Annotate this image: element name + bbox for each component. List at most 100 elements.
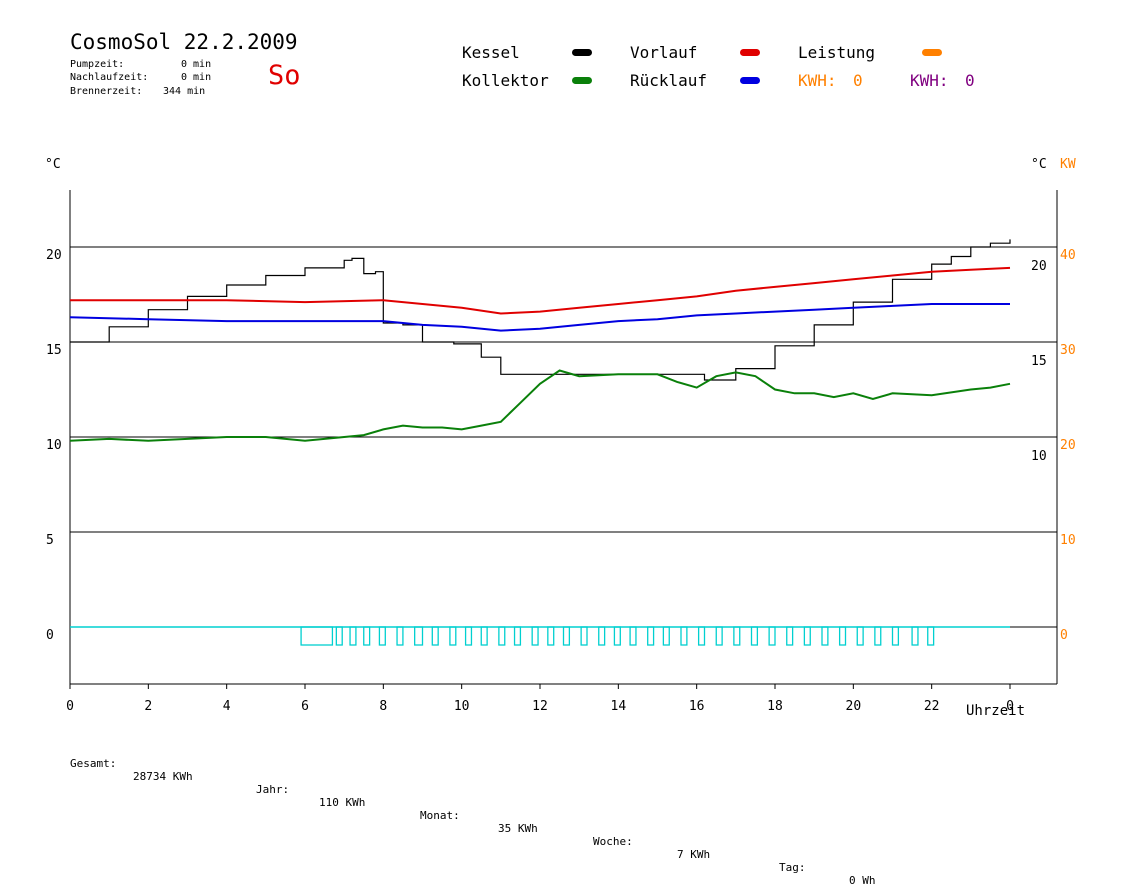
legend-leistung: Leistung: [798, 43, 876, 62]
pump-pulse: [786, 626, 794, 646]
nachlaufzeit-label: Nachlaufzeit:: [70, 72, 149, 83]
right-axis-unit-c: °C: [1031, 157, 1047, 172]
pump-pulse: [629, 626, 637, 646]
y-left-tick-label: 5: [46, 533, 54, 548]
pump-pulse: [715, 626, 723, 646]
legend-kwh1-value: 0: [853, 71, 863, 90]
x-tick-label: 0: [1006, 699, 1014, 714]
y-right-c-tick-label: 10: [1031, 449, 1047, 464]
x-tick-label: 18: [767, 699, 783, 714]
legend-leistung-swatch: [922, 49, 942, 56]
pump-pulse: [480, 626, 488, 646]
footer-jahr-value: 110 KWh: [319, 796, 366, 809]
brennerzeit-value: 344 min: [163, 86, 206, 97]
footer-gesamt-label: Gesamt:: [70, 757, 117, 770]
legend-ruecklauf-swatch: [740, 77, 760, 84]
chart-plot: °C °C KW Uhrzeit 05101520101520010203040…: [45, 157, 1076, 719]
y-right-kw-tick-label: 40: [1060, 248, 1076, 263]
x-axis-label: Uhrzeit: [966, 703, 1025, 719]
footer-monat-value: 35 KWh: [498, 822, 538, 835]
pump-pulse: [335, 626, 343, 646]
pump-pulse: [449, 626, 457, 646]
series-line-ruecklauf: [69, 303, 1010, 332]
legend-kollektor: Kollektor: [462, 71, 549, 90]
legend-vorlauf-swatch: [740, 49, 760, 56]
series-line-kessel: [70, 239, 1011, 381]
pump-pulse: [396, 626, 404, 646]
y-right-c-tick-label: 20: [1031, 259, 1047, 274]
y-left-tick-label: 15: [46, 343, 62, 358]
legend-kollektor-swatch: [572, 77, 592, 84]
pump-pulse: [662, 626, 670, 646]
pump-pulse: [562, 626, 571, 646]
y-right-kw-tick-label: 30: [1060, 343, 1076, 358]
pump-pulse: [891, 626, 900, 646]
pump-pulse: [821, 626, 829, 646]
weekday-label: So: [268, 60, 301, 91]
x-tick-label: 2: [144, 699, 152, 714]
x-tick-label: 0: [66, 699, 74, 714]
pump-pulse: [613, 626, 621, 646]
legend-ruecklauf: Rücklauf: [630, 71, 708, 90]
y-right-kw-tick-label: 20: [1060, 438, 1076, 453]
brennerzeit-label: Brennerzeit:: [70, 86, 143, 97]
pump-pulse: [697, 626, 706, 646]
legend-kwh2-value: 0: [965, 71, 975, 90]
x-tick-label: 8: [379, 699, 387, 714]
x-tick-label: 16: [689, 699, 705, 714]
x-tick-label: 4: [223, 699, 231, 714]
y-left-tick-label: 0: [46, 628, 54, 643]
pump-pulse: [547, 626, 555, 646]
pump-pulse: [378, 626, 386, 646]
y-left-tick-label: 20: [46, 248, 62, 263]
series-line-vorlauf: [70, 266, 1011, 315]
footer-monat-label: Monat:: [420, 809, 460, 822]
footer-woche-value: 7 KWh: [677, 848, 711, 861]
chart-title: CosmoSol 22.2.2009: [70, 30, 298, 54]
legend-kwh2-label: KWH:: [910, 71, 949, 90]
footer-woche-label: Woche:: [593, 835, 633, 848]
right-axis-unit-kw: KW: [1060, 157, 1076, 172]
y-right-c-tick-label: 15: [1031, 354, 1047, 369]
left-axis-unit: °C: [45, 157, 61, 172]
nachlaufzeit-value: 0 min: [181, 72, 212, 83]
pump-pulse: [803, 626, 811, 646]
legend-kwh1-label: KWH:: [798, 71, 837, 90]
pump-pulse: [414, 626, 424, 646]
pump-pulse: [768, 626, 776, 646]
footer-jahr-label: Jahr:: [256, 783, 290, 796]
x-tick-label: 6: [301, 699, 309, 714]
pumpzeit-label: Pumpzeit:: [70, 59, 125, 70]
legend-kessel-swatch: [572, 49, 592, 56]
y-right-kw-tick-label: 10: [1060, 533, 1076, 548]
pump-pulse: [750, 626, 759, 646]
pump-pulse: [647, 626, 655, 646]
pump-pulse: [911, 626, 919, 646]
pump-pulse: [856, 626, 864, 646]
x-tick-label: 22: [924, 699, 940, 714]
pump-pulse: [874, 626, 882, 646]
y-right-kw-tick-label: 0: [1060, 628, 1068, 643]
pump-pulse: [580, 626, 588, 646]
pump-pulse: [733, 626, 741, 646]
pump-pulse: [927, 626, 935, 646]
pump-pulse: [680, 626, 688, 646]
pump-pulse: [598, 626, 606, 646]
pump-pulse: [498, 626, 506, 646]
x-tick-label: 20: [846, 699, 862, 714]
x-tick-label: 14: [611, 699, 627, 714]
pump-pulse: [349, 626, 357, 646]
legend-vorlauf: Vorlauf: [630, 43, 698, 62]
footer-tag-label: Tag:: [779, 861, 806, 874]
pump-pulse: [838, 626, 847, 646]
footer-gesamt-value: 28734 KWh: [133, 770, 193, 783]
pump-pulse: [513, 626, 522, 646]
pumpzeit-value: 0 min: [181, 59, 212, 70]
y-left-tick-label: 10: [46, 438, 62, 453]
series-line-kollektor: [69, 369, 1011, 442]
x-tick-label: 12: [532, 699, 548, 714]
pump-pulse: [300, 626, 334, 646]
footer-tag-value: 0 Wh: [849, 874, 876, 887]
pump-pulse: [363, 626, 371, 646]
pump-pulse: [531, 626, 539, 646]
